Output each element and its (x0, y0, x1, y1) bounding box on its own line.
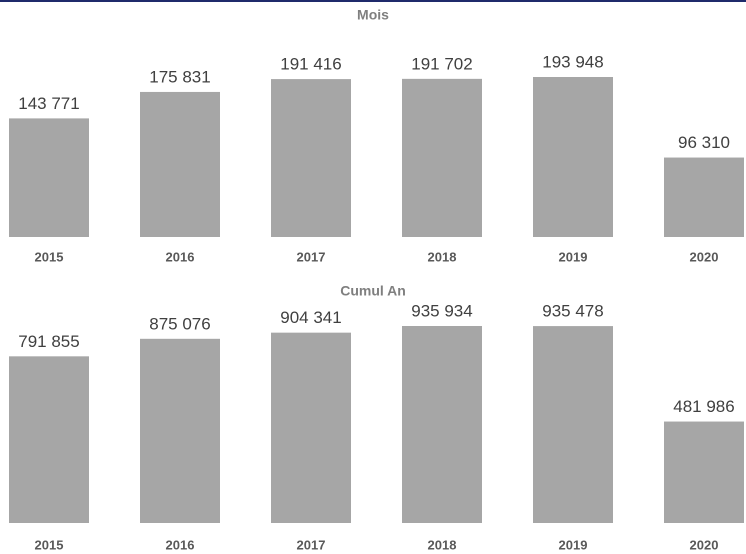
bar (271, 79, 351, 237)
bar (271, 332, 351, 523)
x-tick-label: 2015 (35, 249, 64, 264)
bar (664, 157, 744, 237)
chart-title: Cumul An (340, 283, 406, 299)
bar (9, 356, 89, 523)
x-tick-label: 2015 (35, 537, 64, 552)
bar (533, 77, 613, 237)
value-label: 143 771 (18, 94, 79, 113)
bar (140, 91, 220, 237)
value-label: 193 948 (542, 52, 603, 71)
value-label: 791 855 (18, 332, 79, 351)
chart-title: Mois (357, 7, 389, 23)
x-tick-label: 2020 (690, 249, 719, 264)
value-label: 175 831 (149, 67, 210, 86)
x-tick-label: 2016 (166, 537, 195, 552)
value-label: 935 934 (411, 301, 472, 320)
top-border (0, 0, 746, 2)
value-label: 96 310 (678, 133, 730, 152)
value-label: 904 341 (280, 308, 341, 327)
value-label: 875 076 (149, 314, 210, 333)
bar (402, 326, 482, 523)
x-tick-label: 2020 (690, 537, 719, 552)
bar (533, 326, 613, 523)
x-tick-label: 2017 (297, 249, 326, 264)
x-tick-label: 2019 (559, 249, 588, 264)
x-tick-label: 2017 (297, 537, 326, 552)
x-tick-label: 2018 (428, 249, 457, 264)
value-label: 191 702 (411, 54, 472, 73)
bar (402, 78, 482, 237)
value-label: 191 416 (280, 55, 341, 74)
bar (9, 118, 89, 237)
value-label: 481 986 (673, 397, 734, 416)
value-label: 935 478 (542, 302, 603, 321)
bar (664, 421, 744, 523)
bar (140, 338, 220, 523)
x-tick-label: 2018 (428, 537, 457, 552)
x-tick-label: 2019 (559, 537, 588, 552)
x-tick-label: 2016 (166, 249, 195, 264)
